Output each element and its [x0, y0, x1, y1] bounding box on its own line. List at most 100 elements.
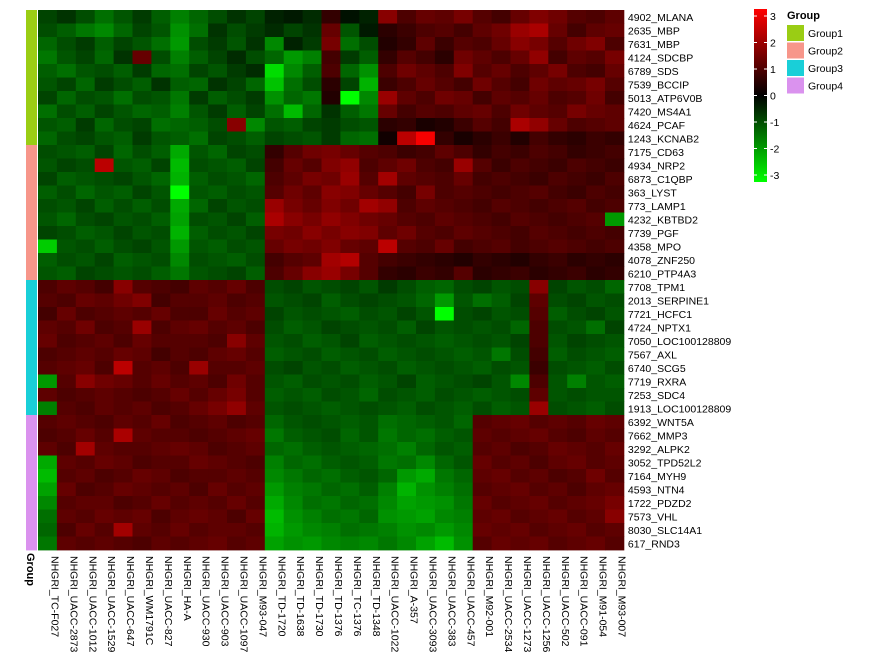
- column-label: NHGRI_WM1791C: [143, 556, 155, 646]
- heatmap-cell: [283, 118, 303, 132]
- heatmap-cell: [510, 266, 530, 281]
- heatmap-cell: [170, 280, 190, 294]
- heatmap-cell: [529, 185, 549, 200]
- heatmap-cell: [321, 401, 341, 416]
- heatmap-cell: [340, 347, 360, 362]
- heatmap-cell: [75, 334, 96, 348]
- heatmap-cell: [397, 23, 417, 38]
- heatmap-cell: [170, 50, 190, 65]
- heatmap-cell: [378, 307, 398, 321]
- heatmap-cell: [170, 361, 190, 375]
- heatmap-cell: [586, 482, 606, 497]
- heatmap-cell: [189, 145, 209, 159]
- heatmap-cell: [321, 496, 341, 510]
- heatmap-cell: [397, 199, 417, 213]
- heatmap-cell: [491, 212, 511, 227]
- heatmap-cell: [472, 334, 492, 348]
- heatmap-cell: [397, 347, 417, 362]
- heatmap-cell: [567, 104, 587, 119]
- heatmap-cell: [548, 77, 568, 92]
- group-bar-cell: [26, 239, 37, 254]
- heatmap-cell: [321, 307, 341, 321]
- heatmap-cell: [472, 10, 492, 24]
- heatmap-cell: [567, 64, 587, 78]
- heatmap-cell: [302, 320, 322, 335]
- heatmap-cell: [132, 293, 152, 308]
- column-label: NHGRI_UACC-903: [219, 556, 231, 647]
- heatmap-cell: [264, 185, 285, 200]
- heatmap-cell: [510, 307, 530, 321]
- heatmap-cell: [453, 23, 474, 38]
- group-annotation-bar: [26, 10, 37, 551]
- heatmap-cell: [170, 91, 190, 105]
- heatmap-cell: [416, 239, 436, 254]
- heatmap-cell: [472, 185, 492, 200]
- heatmap-cell: [472, 199, 492, 213]
- heatmap-cell: [208, 523, 228, 537]
- heatmap-cell: [113, 104, 133, 119]
- heatmap-cell: [283, 455, 303, 470]
- heatmap-cell: [75, 320, 96, 335]
- heatmap-cell: [397, 266, 417, 281]
- heatmap-cell: [283, 199, 303, 213]
- heatmap-cell: [208, 23, 228, 38]
- heatmap-cell: [548, 280, 568, 294]
- heatmap-cell: [416, 212, 436, 227]
- heatmap-cell: [397, 496, 417, 510]
- heatmap-cell: [359, 482, 379, 497]
- row-label: 6873_C1QBP: [628, 174, 693, 186]
- heatmap-cell: [283, 23, 303, 38]
- heatmap-cell: [75, 442, 96, 456]
- heatmap-cell: [94, 388, 114, 402]
- color-scale-tick-label: -1: [770, 117, 779, 129]
- row-label: 7175_CD63: [628, 147, 684, 159]
- heatmap-cell: [113, 482, 133, 497]
- heatmap-cell: [397, 388, 417, 402]
- heatmap-cell: [510, 158, 530, 173]
- heatmap-cell: [94, 118, 114, 132]
- heatmap-cell: [264, 320, 285, 335]
- heatmap-cell: [38, 415, 58, 429]
- heatmap-cell: [340, 239, 360, 254]
- heatmap-cell: [340, 482, 360, 497]
- heatmap-cell: [453, 212, 474, 227]
- heatmap-cell: [189, 104, 209, 119]
- heatmap-cell: [567, 185, 587, 200]
- heatmap-cell: [340, 428, 360, 443]
- heatmap-cell: [170, 226, 190, 240]
- heatmap-cell: [170, 104, 190, 119]
- heatmap-cell: [472, 266, 492, 281]
- heatmap-cell: [359, 172, 379, 186]
- heatmap-cell: [567, 388, 587, 402]
- heatmap-cell: [264, 361, 285, 375]
- group-bar-cell: [26, 293, 37, 308]
- heatmap-cell: [605, 118, 625, 132]
- group-bar-cell: [26, 307, 37, 321]
- heatmap-cell: [38, 334, 58, 348]
- heatmap-cell: [472, 253, 492, 267]
- heatmap-cell: [491, 77, 511, 92]
- heatmap-cell: [453, 415, 474, 429]
- heatmap-cell: [605, 307, 625, 321]
- heatmap-cell: [453, 118, 474, 132]
- column-label: NHGRI_UACC-930: [200, 556, 212, 647]
- column-label: NHGRI_UACC-1097: [237, 556, 249, 652]
- heatmap-cell: [453, 10, 474, 24]
- heatmap-cell: [113, 293, 133, 308]
- heatmap-cell: [151, 469, 171, 483]
- heatmap-cell: [113, 239, 133, 254]
- heatmap-cell: [245, 50, 266, 65]
- heatmap-cell: [510, 347, 530, 362]
- heatmap-cell: [302, 266, 322, 281]
- heatmap-cell: [227, 172, 247, 186]
- heatmap-cell: [434, 118, 455, 132]
- heatmap-cell: [453, 199, 474, 213]
- heatmap-cell: [321, 199, 341, 213]
- heatmap-cell: [397, 482, 417, 497]
- heatmap-cell: [491, 415, 511, 429]
- heatmap-cell: [529, 239, 549, 254]
- heatmap-cell: [208, 266, 228, 281]
- group-bar-cell: [26, 131, 37, 146]
- heatmap-cell: [208, 239, 228, 254]
- heatmap-cell: [38, 307, 58, 321]
